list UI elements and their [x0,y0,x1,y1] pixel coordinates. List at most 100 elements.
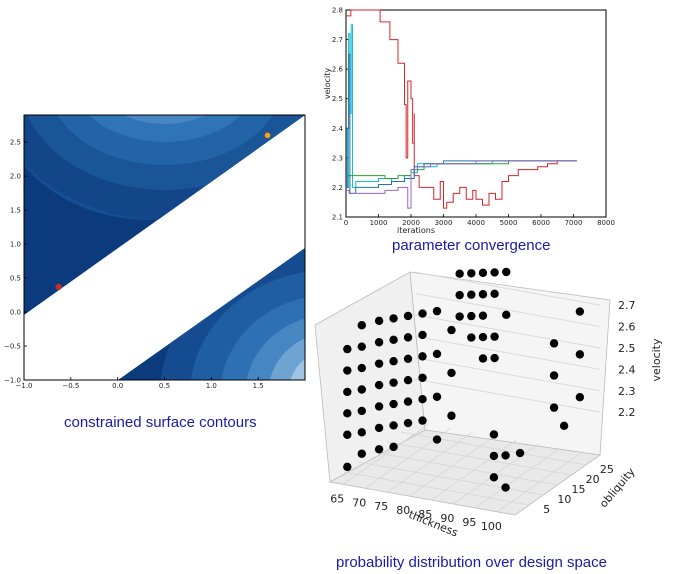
convergence-xtick-label: 2000 [402,219,420,227]
scatter-point [343,430,352,439]
scatter-point [432,349,442,359]
scatter-point [478,354,488,363]
contour-ytick-label: 1.5 [10,207,21,215]
scatter-point [502,267,511,277]
scatter-point [418,416,427,425]
scatter-point [478,311,488,320]
contour-xtick-label: 0.0 [112,382,123,390]
convergence-ytick-label: 2.5 [332,95,343,103]
contour-markers [55,132,271,291]
scatter-point [549,339,559,348]
scatter-point [403,376,413,385]
scatter-point [389,442,398,452]
scatter-point [374,380,384,390]
scatter-point [447,368,456,378]
contour-xtick-label: 1.5 [253,382,264,390]
scatter-point [489,473,499,482]
scatter-point [549,403,559,412]
scatter-point [455,269,464,278]
scatter-point [418,309,427,318]
scatter-point [343,366,352,375]
scatter-point [403,354,413,363]
convergence-ytick-label: 2.4 [332,125,344,133]
convergence-xtick-label: 1000 [370,219,388,227]
scatter-point [549,371,559,380]
scatter-ztick-label: 2.2 [618,406,636,419]
convergence-xlabel: iterations [397,226,435,235]
convergence-series-line [346,9,577,209]
scatter-ytick-label: 15 [572,483,586,496]
scatter-point [374,445,384,454]
scatter-xtick-label: 90 [440,512,454,525]
convergence-xtick-label: 4000 [467,219,485,227]
scatter-grid-y [372,451,558,486]
scatter-xtick-label: 65 [330,492,344,505]
caption-convergence: parameter convergence [392,237,551,254]
caption-distribution: probability distribution over design spa… [336,554,607,571]
scatter-grid-z [414,293,601,327]
scatter-grid-z [414,314,601,349]
scatter-point [374,338,384,347]
scatter-zlabel: velocity [650,338,663,381]
contour-xtick-label: 0.5 [159,382,170,390]
convergence-xtick-label: 8000 [597,219,615,227]
scatter-ztick-label: 2.6 [618,321,636,334]
scatter-point [490,332,499,341]
scatter-point [467,333,476,342]
scatter-point [515,448,525,458]
convergence-series-line [346,160,577,209]
convergence-series [346,9,577,209]
contour-ytick-label: 1.0 [10,241,21,249]
scatter-point [490,268,499,277]
scatter-point [374,316,384,326]
scatter-point [478,268,488,278]
scatter-xtick-label: 75 [374,500,388,513]
contour-ytick-label: 0.5 [10,275,21,283]
scatter-point [357,363,366,373]
scatter-ytick-label: 5 [543,503,550,516]
scatter-ztick-label: 2.3 [618,385,636,398]
scatter-ztick-label: 2.5 [618,342,636,355]
contour-axes: −1.0 −0.5 0.0 0.5 1.0 1.5 −1.0 −0.5 0.0 0.5 1.0 1.5… [4,139,264,390]
scatter-point [455,290,464,300]
scatter-point [374,402,384,411]
scatter-point [559,421,569,431]
scatter-point [418,394,427,404]
scatter-point [403,397,413,406]
convergence-ytick-label: 2.8 [332,7,343,15]
contour-marker [264,132,271,139]
scatter-grid-z [414,357,601,392]
convergence-xtick-label: 5000 [500,219,518,227]
scatter-xtick-label: 80 [396,504,410,517]
scatter-point [389,399,398,409]
pane-back-right [409,271,611,456]
scatter-point [403,333,413,342]
scatter-point [501,451,510,460]
convergence-ylabel: velocity [323,68,332,100]
scatter-point [501,483,510,492]
scatter-grid-y [358,461,544,496]
scatter-point [467,290,476,299]
scatter-point [357,406,366,416]
scatter-point [418,373,427,382]
scatter-point [357,321,366,330]
scatter-xtick-label: 100 [481,520,502,533]
scatter-point [374,423,384,433]
scatter-point [478,332,488,342]
convergence-series-line [346,53,577,194]
scatter-point [343,462,352,472]
contour-bands-upper [24,115,305,220]
scatter-point [490,289,499,299]
scatter-ytick-label: 10 [557,493,571,506]
convergence-xtick-label: 6000 [532,219,550,227]
scatter-point [389,357,398,366]
scatter-point [357,449,366,458]
convergence-plot-frame [345,9,607,218]
convergence-ytick-label: 2.7 [332,36,343,44]
scatter-point [418,330,427,340]
convergence-xtick-label: 0 [344,219,348,227]
scatter-point [455,312,464,321]
